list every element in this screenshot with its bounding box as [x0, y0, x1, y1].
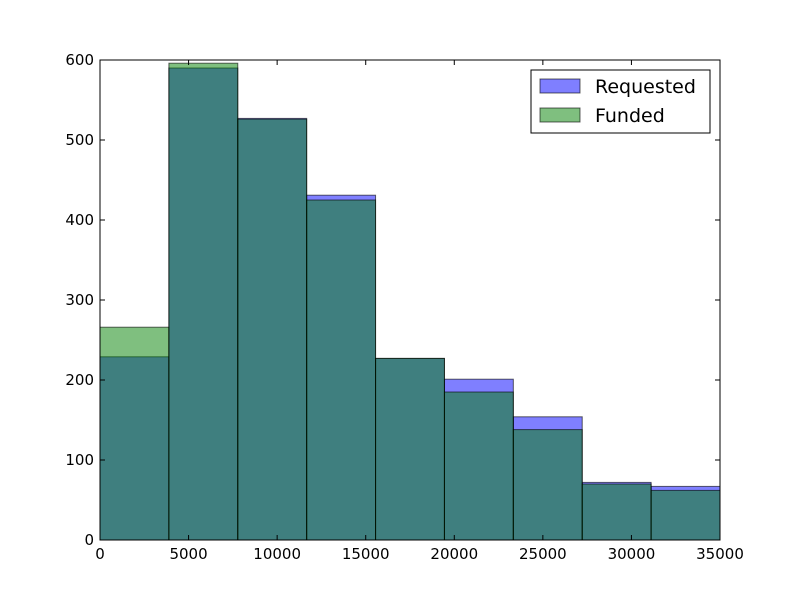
x-tick-labels: 0 5000 10000 15000 20000 25000 30000 35000	[95, 545, 744, 563]
y-tick-label-2: 200	[65, 371, 94, 389]
x-tick-label-0: 0	[95, 545, 105, 563]
y-tick-label-5: 500	[65, 131, 94, 149]
x-tick-label-2: 10000	[253, 545, 301, 563]
plot-frame	[99, 59, 721, 541]
bar-funded-7	[581, 483, 652, 541]
y-tick-labels: 0 100 200 300 400 500 600	[65, 51, 94, 549]
bars-layer	[99, 62, 721, 541]
y-tick-label-0: 0	[84, 531, 94, 549]
bar-funded-8	[650, 489, 721, 541]
x-tick-label-1: 5000	[169, 545, 207, 563]
x-tick-label-4: 20000	[430, 545, 478, 563]
y-tick-label-3: 300	[65, 291, 94, 309]
legend-label-requested: Requested	[595, 76, 696, 98]
y-tick-label-1: 100	[65, 451, 94, 469]
bar-funded-1	[168, 62, 239, 541]
bar-funded-2	[237, 118, 308, 541]
y-tick-label-6: 600	[65, 51, 94, 69]
legend: Requested Funded	[530, 69, 711, 134]
legend-label-funded: Funded	[595, 105, 665, 127]
y-tick-label-4: 400	[65, 211, 94, 229]
x-tick-label-3: 15000	[342, 545, 390, 563]
bar-funded-3	[306, 199, 377, 541]
bar-funded-5	[443, 391, 514, 541]
x-tick-label-7: 35000	[696, 545, 744, 563]
bar-funded-6	[512, 429, 583, 541]
legend-swatch-requested	[539, 78, 581, 94]
x-tick-label-6: 30000	[608, 545, 656, 563]
legend-swatch-funded	[539, 107, 581, 123]
bar-funded-0	[99, 326, 170, 541]
x-tick-label-5: 25000	[519, 545, 567, 563]
bar-funded-4	[375, 357, 445, 541]
